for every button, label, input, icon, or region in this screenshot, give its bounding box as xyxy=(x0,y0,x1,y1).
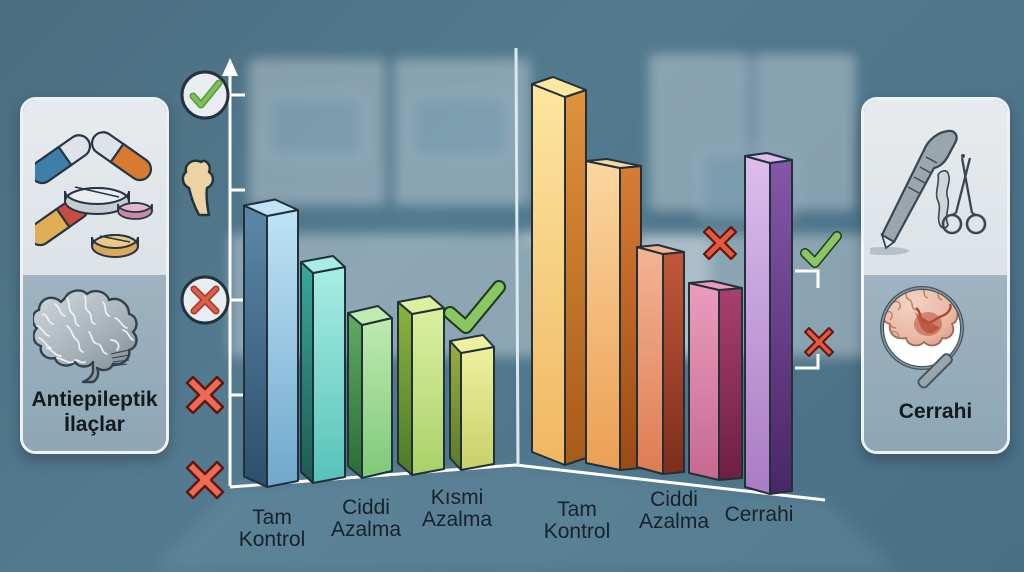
svg-text:Azalma: Azalma xyxy=(331,518,401,541)
svg-text:Ciddi: Ciddi xyxy=(342,496,390,519)
svg-text:Kontrol: Kontrol xyxy=(239,528,306,551)
svg-text:Tam: Tam xyxy=(252,506,292,529)
svg-text:Ciddi: Ciddi xyxy=(650,488,698,511)
svg-text:Cerrahi: Cerrahi xyxy=(725,503,794,526)
svg-text:Tam: Tam xyxy=(557,498,597,521)
svg-text:Kısmi: Kısmi xyxy=(431,486,484,509)
svg-text:Azalma: Azalma xyxy=(422,508,492,531)
svg-text:Kontrol: Kontrol xyxy=(544,520,611,543)
svg-text:Azalma: Azalma xyxy=(639,510,709,533)
